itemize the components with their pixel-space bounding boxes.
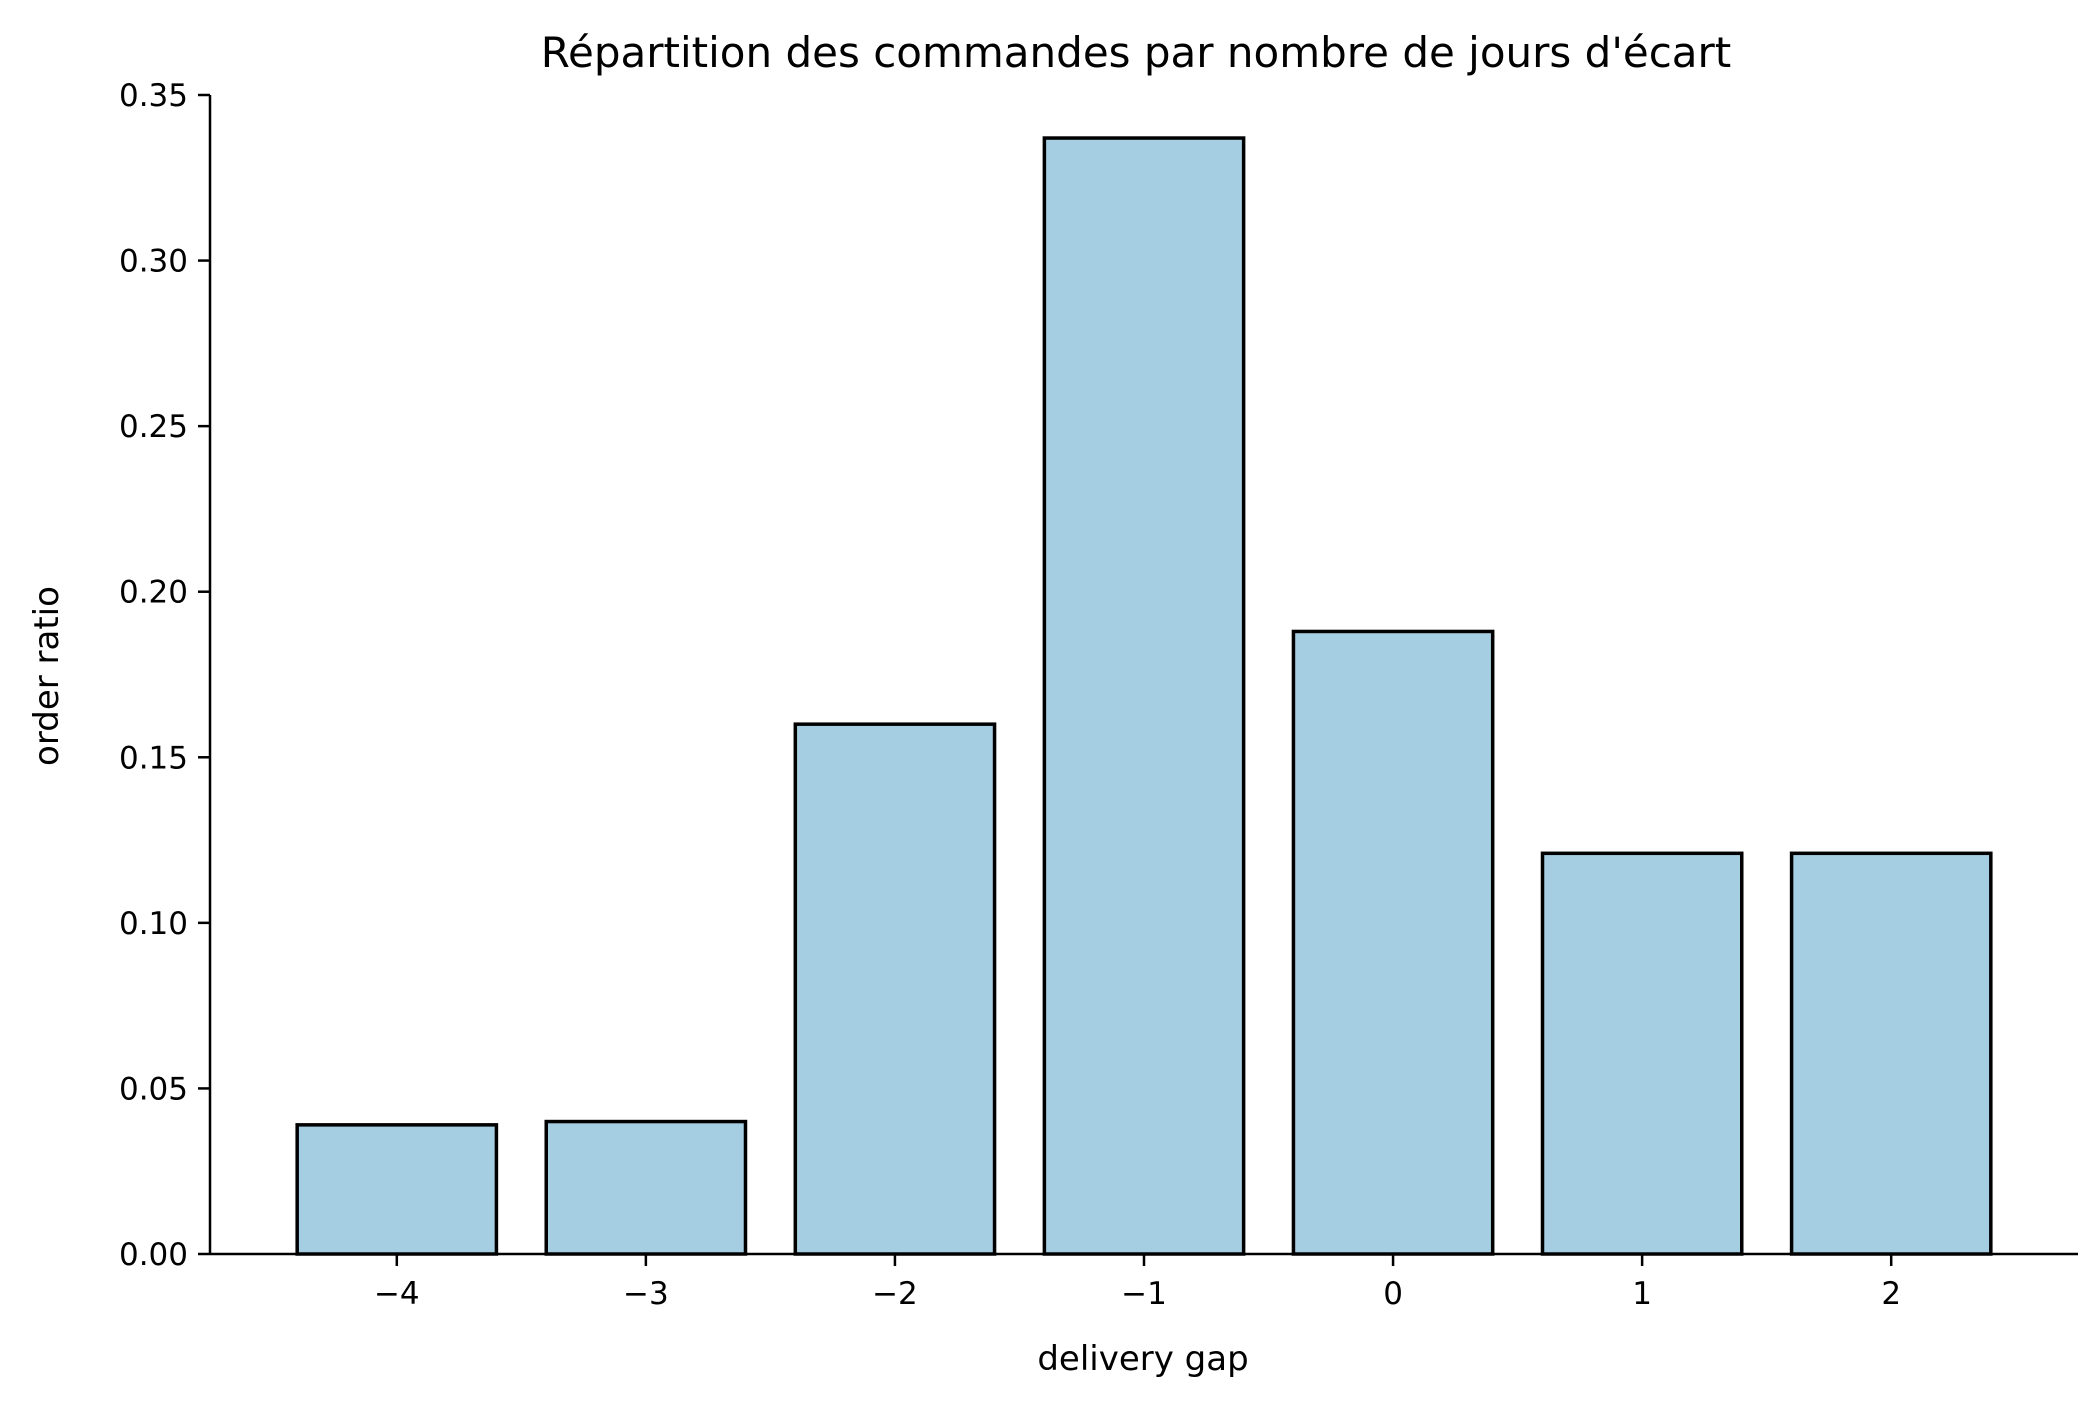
x-tick-label: −1 xyxy=(1121,1276,1167,1312)
y-tick-label: 0.05 xyxy=(119,1071,188,1107)
x-tick-label: −3 xyxy=(623,1276,669,1312)
chart-title: Répartition des commandes par nombre de … xyxy=(541,28,1732,77)
x-tick-label: 0 xyxy=(1383,1276,1403,1312)
x-tick-label: 1 xyxy=(1632,1276,1652,1312)
x-tick-label: 2 xyxy=(1881,1276,1901,1312)
y-tick-label: 0.30 xyxy=(119,244,188,280)
bar-1 xyxy=(1540,851,1744,1256)
bar-−4 xyxy=(295,1123,499,1256)
y-tick-label: 0.10 xyxy=(119,906,188,942)
bar-−3 xyxy=(544,1119,748,1256)
bar-2 xyxy=(1789,851,1993,1256)
y-axis-label: order ratio xyxy=(27,586,67,766)
x-tick-label: −2 xyxy=(872,1276,918,1312)
y-tick-label: 0.35 xyxy=(119,78,188,114)
y-tick-label: 0.25 xyxy=(119,409,188,445)
y-axis-ticks: 0.00 0.05 0.10 0.15 0.20 0.25 0.30 0.35 xyxy=(119,78,210,1273)
y-tick-label: 0.00 xyxy=(119,1237,188,1273)
x-axis-label: delivery gap xyxy=(1037,1339,1248,1379)
y-tick-label: 0.20 xyxy=(119,575,188,611)
bar-−1 xyxy=(1042,136,1246,1256)
x-tick-label: −4 xyxy=(374,1276,420,1312)
bars-layer xyxy=(295,136,1993,1256)
x-axis-ticks: −4 −3 −2 −1 0 1 2 xyxy=(374,1254,1901,1312)
y-tick-label: 0.15 xyxy=(119,740,188,776)
bar-−2 xyxy=(793,722,997,1256)
bar-0 xyxy=(1291,629,1495,1256)
